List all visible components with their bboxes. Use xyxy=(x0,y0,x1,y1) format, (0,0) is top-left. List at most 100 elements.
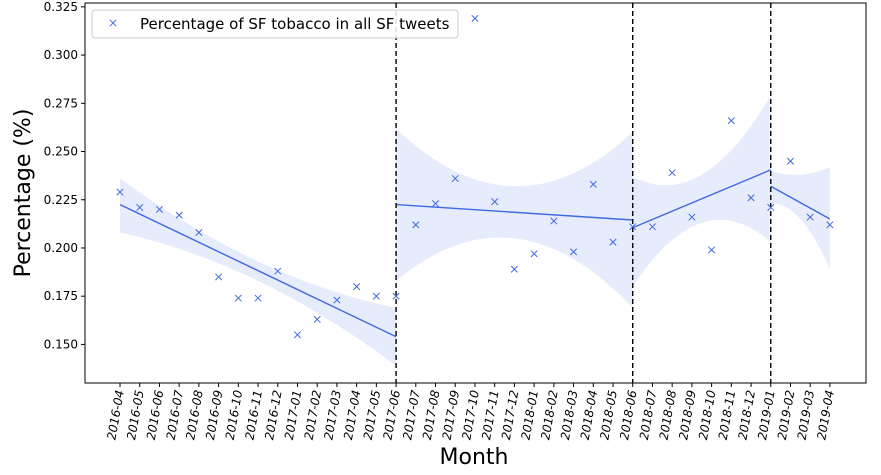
x-tick-label-2018-04: 2018-04 xyxy=(578,389,600,441)
confidence-bands xyxy=(120,95,830,366)
x-tick-label-2018-02: 2018-02 xyxy=(538,389,560,441)
data-points xyxy=(116,14,834,339)
x-tick-label-2018-10: 2018-10 xyxy=(696,389,719,441)
confidence-band-1 xyxy=(120,178,397,366)
data-point-2019-03 xyxy=(806,213,814,221)
data-point-2016-05 xyxy=(136,203,144,212)
x-tick-label-2019-02: 2019-02 xyxy=(775,389,797,441)
data-point-2017-09 xyxy=(451,174,459,183)
x-tick-label-2016-08: 2016-08 xyxy=(183,389,206,441)
x-tick-label-2018-11: 2018-11 xyxy=(716,389,738,441)
x-tick-label-2018-03: 2018-03 xyxy=(558,389,580,441)
x-tick-label-2018-08: 2018-08 xyxy=(657,389,680,441)
data-point-2017-10 xyxy=(471,14,479,22)
plot-frame xyxy=(84,2,867,384)
x-tick-label-2016-11: 2016-11 xyxy=(243,389,265,441)
data-point-2018-04 xyxy=(589,180,597,188)
data-point-2019-01 xyxy=(767,203,775,212)
x-tick-label-2019-03: 2019-03 xyxy=(795,389,817,441)
data-point-2016-07 xyxy=(175,211,183,219)
data-point-2018-11 xyxy=(727,117,735,125)
y-tick-label-0.300: 0.300 xyxy=(44,48,78,62)
trend-lines xyxy=(119,169,831,338)
x-tick-label-2018-01: 2018-01 xyxy=(519,389,541,441)
x-tick-label-2017-09: 2017-09 xyxy=(440,389,462,441)
data-point-2017-11 xyxy=(491,198,499,206)
x-tick-label-2016-05: 2016-05 xyxy=(124,389,146,441)
data-point-2018-06 xyxy=(629,223,637,231)
y-tick-label-0.225: 0.225 xyxy=(44,193,78,207)
data-point-2018-08 xyxy=(668,169,676,177)
y-tick-label-0.175: 0.175 xyxy=(44,289,78,303)
x-tick-label-2016-12: 2016-12 xyxy=(262,389,284,441)
x-tick-label-2017-01: 2017-01 xyxy=(282,389,304,441)
data-point-2016-09 xyxy=(215,273,223,281)
legend-box xyxy=(91,9,459,39)
data-point-2018-02 xyxy=(550,217,558,225)
trend-line-4 xyxy=(770,185,831,220)
data-point-2017-07 xyxy=(412,221,420,229)
data-point-2019-02 xyxy=(786,157,795,165)
x-tick-label-2016-09: 2016-09 xyxy=(203,389,225,441)
trend-line-2 xyxy=(396,203,633,221)
data-point-2018-01 xyxy=(530,250,538,258)
breakpoint-lines xyxy=(395,3,772,383)
data-point-2017-05 xyxy=(372,292,380,300)
data-point-2017-02 xyxy=(313,315,321,323)
data-point-2018-03 xyxy=(570,248,578,256)
data-point-2017-12 xyxy=(510,265,518,273)
legend-marker-x-icon xyxy=(109,19,117,27)
x-tick-label-2016-04: 2016-04 xyxy=(104,389,126,441)
data-point-2018-10 xyxy=(708,246,716,254)
x-tick-label-2017-08: 2017-08 xyxy=(420,389,443,441)
data-point-2016-11 xyxy=(254,294,262,302)
data-point-2017-03 xyxy=(333,296,341,304)
x-axis: 2016-042016-052016-062016-072016-082016-… xyxy=(104,383,837,441)
y-tick-label-0.150: 0.150 xyxy=(44,337,78,351)
data-point-2018-09 xyxy=(688,213,696,221)
x-tick-label-2019-01: 2019-01 xyxy=(755,389,777,441)
trend-line-3 xyxy=(632,169,772,229)
y-tick-label-0.250: 0.250 xyxy=(44,145,78,159)
x-tick-label-2016-10: 2016-10 xyxy=(223,389,246,441)
x-tick-label-2018-06: 2018-06 xyxy=(617,389,640,441)
data-point-2016-12 xyxy=(274,267,282,275)
x-tick-label-2018-12: 2018-12 xyxy=(736,389,758,441)
x-tick-label-2018-05: 2018-05 xyxy=(597,389,619,441)
data-point-2017-06 xyxy=(392,292,400,300)
x-tick-label-2017-12: 2017-12 xyxy=(499,389,521,441)
x-axis-title: Month xyxy=(440,445,509,470)
y-axis-title: Percentage (%) xyxy=(11,109,36,278)
trend-line-1 xyxy=(119,203,397,338)
legend-x-marker xyxy=(109,19,117,27)
data-point-2016-10 xyxy=(234,294,242,302)
x-tick-label-2019-04: 2019-04 xyxy=(814,389,836,441)
confidence-band-3 xyxy=(632,95,771,287)
y-tick-label-0.200: 0.200 xyxy=(44,241,78,255)
x-tick-label-2017-10: 2017-10 xyxy=(459,389,482,441)
legend: Percentage of SF tobacco in all SF tweet… xyxy=(91,9,459,39)
legend-label: Percentage of SF tobacco in all SF tweet… xyxy=(140,15,450,33)
x-tick-label-2018-09: 2018-09 xyxy=(676,389,698,441)
y-tick-label-0.325: 0.325 xyxy=(44,0,78,14)
x-tick-label-2017-04: 2017-04 xyxy=(341,389,363,441)
data-point-2019-04 xyxy=(826,221,834,229)
data-point-2016-06 xyxy=(155,205,163,213)
x-tick-label-2017-05: 2017-05 xyxy=(361,389,383,441)
data-point-2018-05 xyxy=(609,238,617,246)
x-tick-label-2017-06: 2017-06 xyxy=(381,389,404,441)
data-point-2018-12 xyxy=(747,194,755,202)
x-tick-label-2017-02: 2017-02 xyxy=(302,389,324,441)
x-tick-label-2017-11: 2017-11 xyxy=(479,389,501,441)
x-tick-label-2017-03: 2017-03 xyxy=(321,389,343,441)
data-point-2016-08 xyxy=(195,228,203,237)
data-point-2016-04 xyxy=(116,188,124,196)
x-tick-label-2018-07: 2018-07 xyxy=(637,389,660,441)
x-tick-label-2016-06: 2016-06 xyxy=(144,389,167,441)
data-point-2017-04 xyxy=(353,282,361,291)
data-point-2018-07 xyxy=(648,223,656,231)
data-point-2017-01 xyxy=(293,331,302,339)
x-tick-label-2017-07: 2017-07 xyxy=(400,389,423,441)
confidence-band-4 xyxy=(770,166,830,270)
